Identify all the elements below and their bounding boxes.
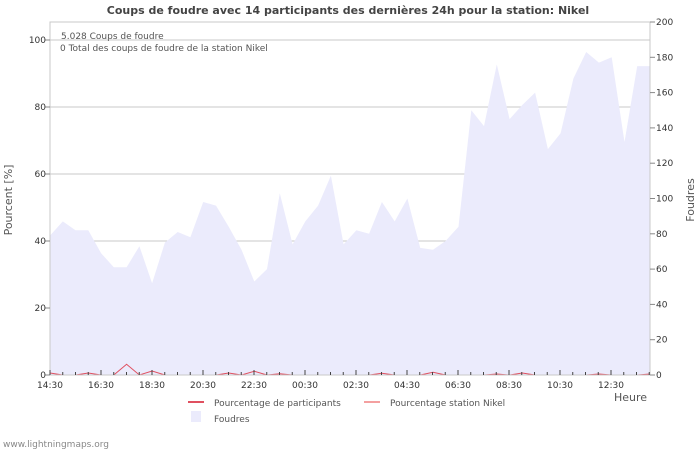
series-foudres-area [50, 52, 650, 375]
x-tick-label: 22:30 [241, 381, 267, 391]
x-tick-label: 12:30 [598, 381, 624, 391]
x-tick-label: 18:30 [139, 381, 165, 391]
x-tick-label: 14:30 [37, 381, 63, 391]
y-right-tick-label: 140 [656, 124, 673, 134]
x-tick-label: 04:30 [394, 381, 420, 391]
y-right-tick-label: 80 [656, 230, 668, 240]
y-left-tick-label: 40 [35, 237, 47, 247]
x-tick-label: 16:30 [88, 381, 114, 391]
x-tick-label: 06:30 [445, 381, 471, 391]
y-axis-right-label: Foudres [684, 178, 697, 222]
annotation-station-total: 0 Total des coups de foudre de la statio… [60, 44, 268, 54]
y-right-tick-label: 160 [656, 89, 673, 99]
x-tick-label: 10:30 [547, 381, 573, 391]
y-right-tick-label: 100 [656, 195, 673, 205]
axes: 0 20 40 60 80 100 0 20 40 60 80 100 120 140 160 180 200 1… [29, 18, 674, 391]
x-tick-label: 02:30 [343, 381, 369, 391]
y-right-tick-label: 200 [656, 18, 673, 28]
x-axis-label: Heure [614, 391, 647, 404]
x-tick-label: 08:30 [496, 381, 522, 391]
y-right-tick-label: 20 [656, 336, 668, 346]
y-left-tick-label: 80 [35, 103, 47, 113]
legend-label-station: Pourcentage station Nikel [390, 399, 505, 409]
annotation-strikes: 5.028 Coups de foudre [61, 32, 164, 42]
legend-label-foudres: Foudres [214, 415, 250, 425]
footer-source: www.lightningmaps.org [3, 440, 109, 450]
chart-title: Coups de foudre avec 14 participants des… [107, 4, 589, 17]
y-right-tick-label: 180 [656, 53, 673, 63]
y-right-tick-label: 120 [656, 159, 673, 169]
series-layer [49, 52, 651, 376]
y-axis-left-label: Pourcent [%] [2, 165, 15, 236]
y-left-tick-label: 60 [35, 170, 47, 180]
y-left-tick-label: 0 [40, 371, 46, 381]
y-left-tick-label: 20 [35, 304, 47, 314]
legend-swatch-foudres [191, 411, 201, 422]
legend-label-participants: Pourcentage de participants [214, 399, 341, 409]
x-tick-label: 20:30 [190, 381, 216, 391]
x-tick-label: 00:30 [292, 381, 318, 391]
y-right-tick-label: 0 [656, 371, 662, 381]
y-right-tick-label: 60 [656, 265, 668, 275]
y-left-tick-label: 100 [29, 36, 46, 46]
y-right-tick-label: 40 [656, 300, 668, 310]
